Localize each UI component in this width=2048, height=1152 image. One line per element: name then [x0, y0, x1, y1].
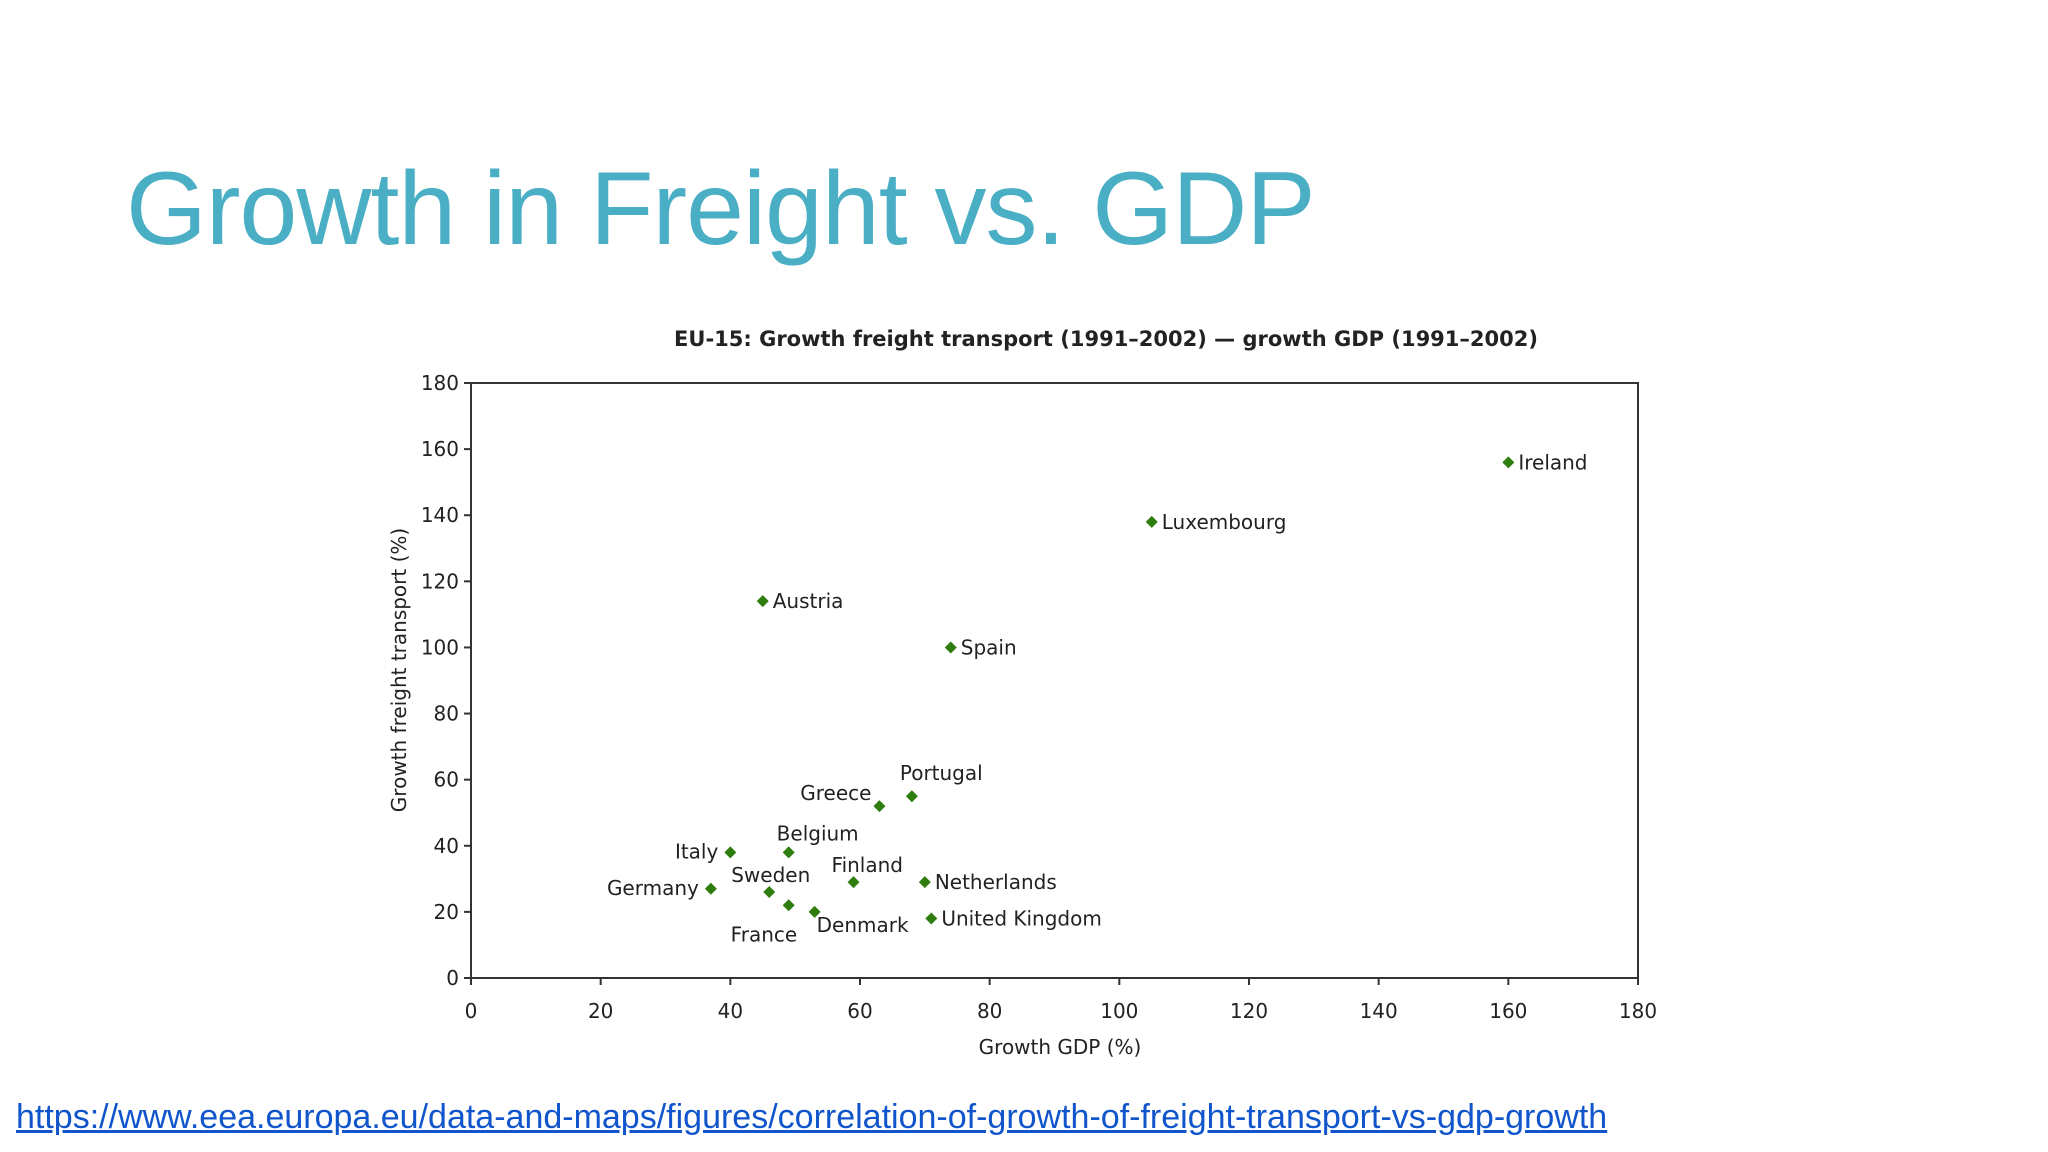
point-marker — [1502, 456, 1515, 469]
y-tick-label: 60 — [434, 768, 459, 792]
point-marker — [944, 641, 957, 654]
x-tick-label: 40 — [718, 999, 743, 1023]
point-label: Spain — [961, 635, 1017, 659]
point-marker — [873, 800, 886, 813]
point-label: Italy — [675, 839, 719, 863]
y-tick-label: 120 — [421, 569, 459, 593]
point-marker — [808, 905, 821, 918]
axes: 0 20 40 60 80 100 120 140 160 180 0 20 40 60 80 100 120 1… — [421, 371, 1657, 1023]
y-tick-label: 100 — [421, 635, 459, 659]
x-tick-label: 80 — [977, 999, 1002, 1023]
point-label: Luxembourg — [1162, 510, 1287, 534]
source-link[interactable]: https://www.eea.europa.eu/data-and-maps/… — [16, 1098, 1608, 1136]
point-label: Greece — [800, 781, 871, 805]
point-marker — [1145, 515, 1158, 528]
point-label: Austria — [773, 589, 844, 613]
point-marker — [704, 882, 717, 895]
y-tick-label: 20 — [434, 900, 459, 924]
point-label: Finland — [832, 853, 903, 877]
point-label: Denmark — [817, 913, 909, 937]
point-label: Ireland — [1518, 450, 1587, 474]
point-marker — [905, 790, 918, 803]
point-marker — [724, 846, 737, 859]
x-axis-label: Growth GDP (%) — [979, 1035, 1142, 1059]
x-tick-label: 0 — [465, 999, 478, 1023]
data-points: Ireland Luxembourg Austria Spain Portugal Gre… — [607, 450, 1588, 946]
x-tick-label: 120 — [1230, 999, 1268, 1023]
chart-title: EU-15: Growth freight transport (1991–20… — [674, 327, 1538, 351]
y-tick-label: 0 — [446, 966, 459, 990]
point-marker — [925, 912, 938, 925]
point-label: Germany — [607, 876, 699, 900]
point-label: Netherlands — [935, 870, 1057, 894]
y-tick-label: 160 — [421, 437, 459, 461]
point-label: Portugal — [900, 761, 983, 785]
point-marker — [782, 846, 795, 859]
x-tick-label: 160 — [1489, 999, 1527, 1023]
y-axis-label: Growth freight transport (%) — [387, 528, 411, 812]
point-marker — [847, 876, 860, 889]
point-marker — [756, 595, 769, 608]
point-label: United Kingdom — [941, 907, 1102, 931]
x-tick-label: 60 — [847, 999, 872, 1023]
point-marker — [763, 886, 776, 899]
y-tick-label: 180 — [421, 371, 459, 395]
point-label: Belgium — [777, 821, 859, 845]
slide-title: Growth in Freight vs. GDP — [126, 151, 1316, 267]
y-tick-label: 40 — [434, 834, 459, 858]
point-label: France — [731, 922, 798, 946]
x-tick-label: 140 — [1360, 999, 1398, 1023]
x-tick-label: 180 — [1619, 999, 1657, 1023]
y-tick-label: 80 — [434, 702, 459, 726]
point-marker — [918, 876, 931, 889]
point-marker — [782, 899, 795, 912]
y-tick-label: 140 — [421, 503, 459, 527]
point-label: Sweden — [731, 863, 810, 887]
x-tick-label: 20 — [588, 999, 613, 1023]
x-tick-label: 100 — [1100, 999, 1138, 1023]
plot-frame — [470, 382, 1639, 979]
